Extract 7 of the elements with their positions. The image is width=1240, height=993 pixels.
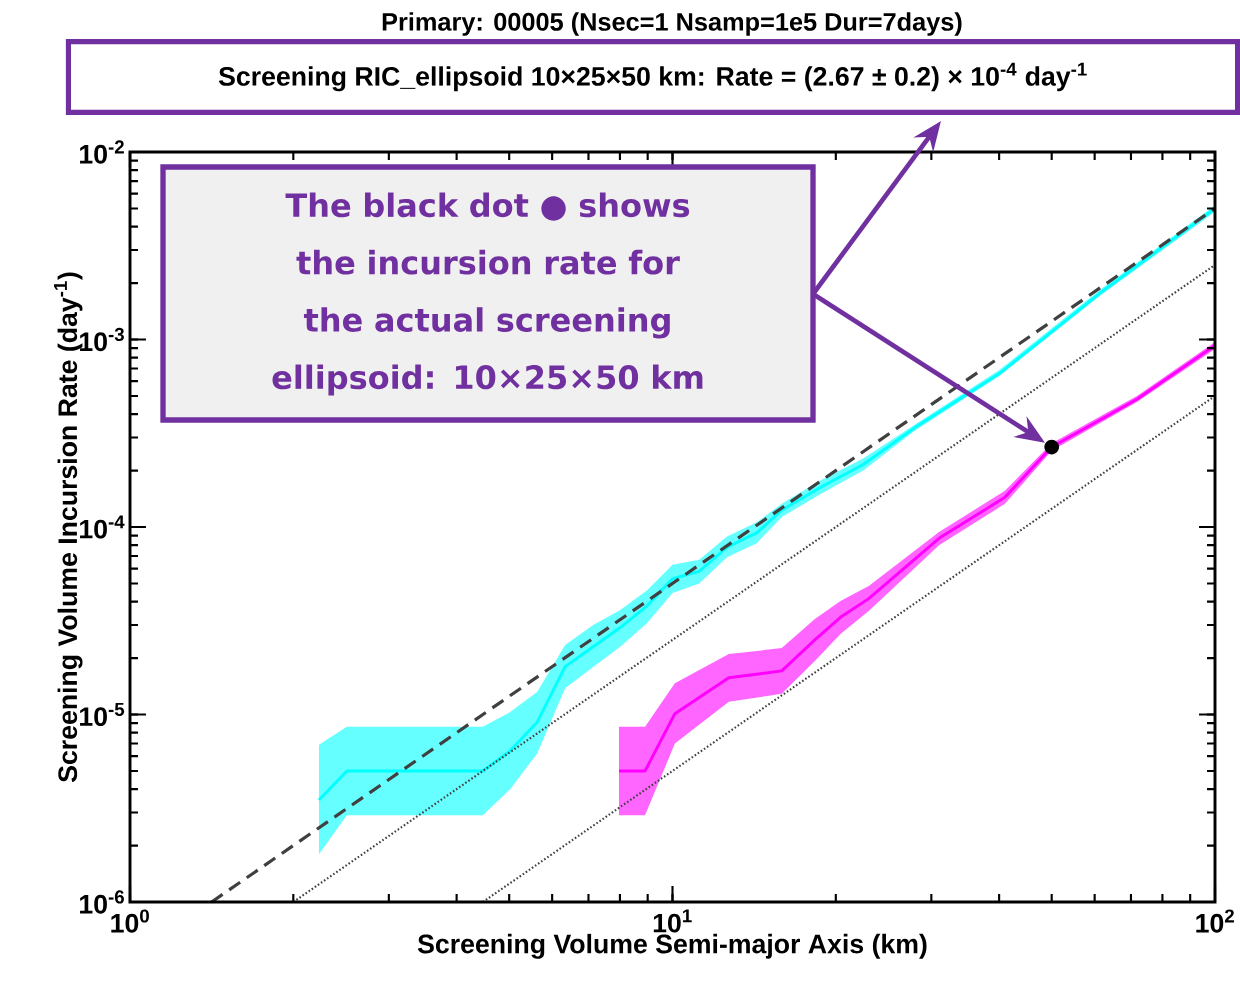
x-axis-title: Screening Volume Semi-major Axis (km): [417, 933, 927, 959]
x-tick-label: 10$^{2}$: [1196, 909, 1234, 933]
y-tick-label: 10$^{-2}$: [80, 140, 124, 164]
annotation: The black dot ● shows the incursion rate for the actual screening ellipsoid: 10×25×50 km: [272, 192, 703, 396]
chart-title: Primary: 00005 (Nsec=1 Nsamp=1e5 Dur=7days): [382, 12, 962, 36]
chart-subtitle: Screening RIC_ellipsoid 10×25×50 km: Rate = (2.67 ± 0.2) × 10$^{-4}$ day$^{-1}$: [218, 62, 1087, 92]
x-tick-label: 10$^{1}$: [653, 909, 692, 933]
